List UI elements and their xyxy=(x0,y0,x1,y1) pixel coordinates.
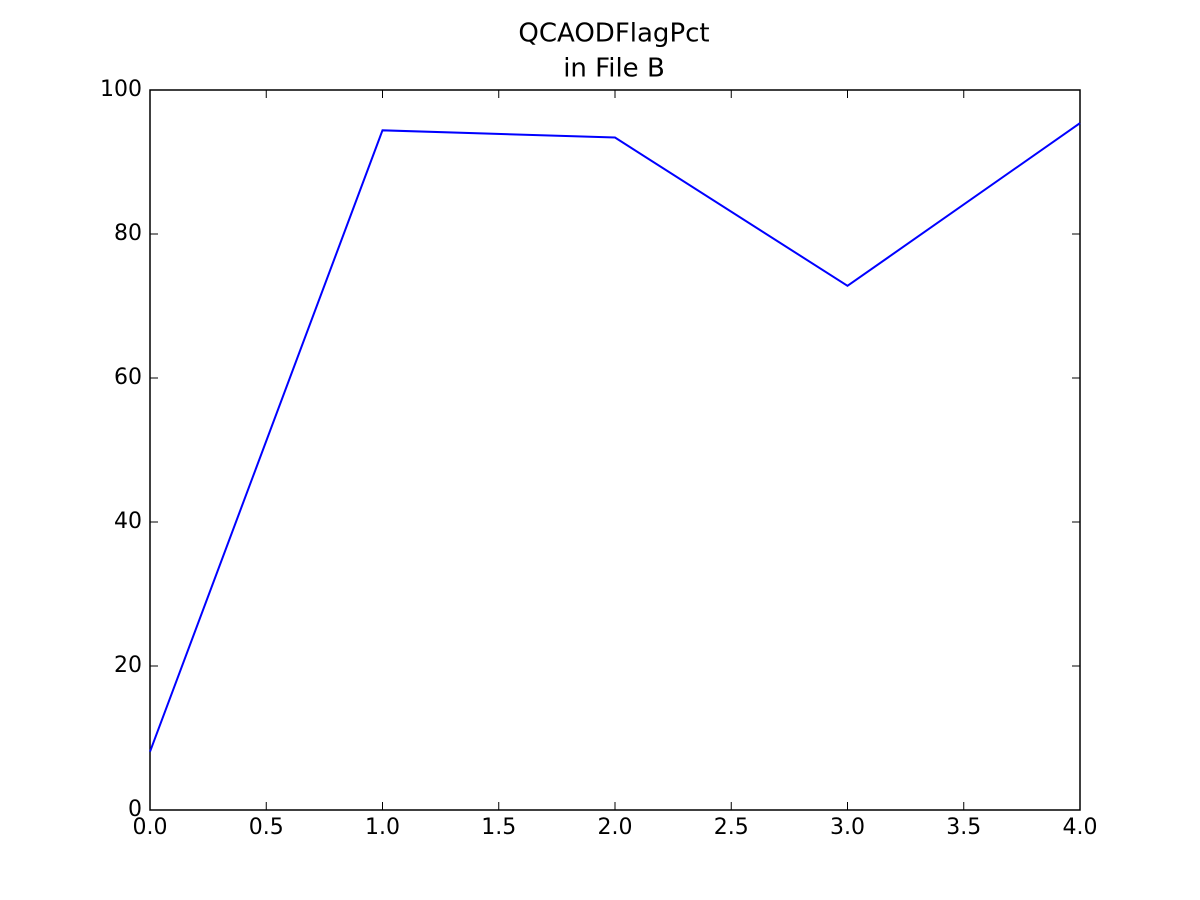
y-tick-label: 100 xyxy=(100,77,142,102)
y-tick-label: 0 xyxy=(128,797,142,822)
x-tick-label: 0.0 xyxy=(133,815,168,840)
line-series xyxy=(149,122,1081,753)
y-tick-label: 60 xyxy=(114,365,142,390)
x-tick-label: 1.5 xyxy=(481,815,516,840)
x-tick-label: 0.5 xyxy=(249,815,284,840)
x-tick-label: 1.0 xyxy=(365,815,400,840)
x-tick-label: 3.5 xyxy=(946,815,981,840)
y-tick-label: 40 xyxy=(114,509,142,534)
chart-title: QCAODFlagPct xyxy=(518,19,709,49)
chart-subtitle: in File B xyxy=(563,54,665,84)
x-tick-label: 2.5 xyxy=(714,815,749,840)
y-tick-label: 80 xyxy=(114,221,142,246)
x-tick-label: 3.0 xyxy=(830,815,865,840)
x-tick-label: 2.0 xyxy=(598,815,633,840)
x-tick-label: 4.0 xyxy=(1063,815,1098,840)
y-tick-label: 20 xyxy=(114,653,142,678)
